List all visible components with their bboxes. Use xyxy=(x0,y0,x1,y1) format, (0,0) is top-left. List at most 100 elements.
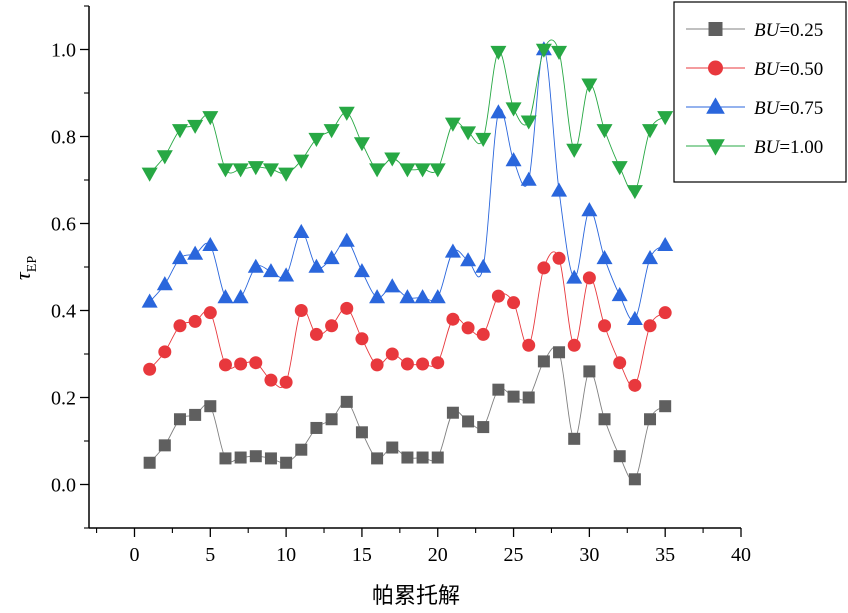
series-2-point xyxy=(309,327,323,341)
series-1-point xyxy=(158,439,171,452)
series-4-point xyxy=(323,124,340,139)
series-3-point xyxy=(232,289,249,304)
x-tick-label: 40 xyxy=(731,544,751,566)
series-4-point xyxy=(262,163,279,178)
series-1-point xyxy=(613,450,626,463)
series-3-point xyxy=(384,278,401,293)
series-3-point xyxy=(429,289,446,304)
series-2-point xyxy=(567,338,581,352)
series-4 xyxy=(141,39,674,200)
series-2-point xyxy=(431,356,445,370)
x-tick-label: 35 xyxy=(655,544,675,566)
series-4-point xyxy=(399,163,416,178)
series-4-point xyxy=(642,124,659,139)
series-4-point xyxy=(293,154,310,169)
series-3-point xyxy=(217,289,234,304)
axes-layer: 0 5 10 15 20 25 30 35 40 0.0 0.2 0.4 0.6 0.8 1.0 xyxy=(51,5,751,566)
legend-label: BU=0.50 xyxy=(754,59,823,80)
legend-marker xyxy=(708,22,723,36)
series-1-point xyxy=(264,452,277,465)
series-4-point xyxy=(141,167,158,182)
series-4-point xyxy=(308,132,325,147)
series-3-point xyxy=(353,263,370,278)
series-3-point xyxy=(187,245,204,260)
series-1-point xyxy=(492,383,505,396)
y-tick-label: 0.8 xyxy=(51,127,76,149)
series-3-point xyxy=(460,252,477,267)
series-1-point xyxy=(537,355,550,368)
series-2-point xyxy=(340,301,354,315)
series-3-point xyxy=(414,289,431,304)
series-1-point xyxy=(446,406,459,419)
series-2-point xyxy=(249,356,263,370)
series-3-point xyxy=(490,104,507,119)
legend-label-value: =0.25 xyxy=(779,20,823,41)
series-2-point xyxy=(491,289,505,303)
series-1-point xyxy=(553,346,566,359)
series-4-point xyxy=(217,163,234,178)
legend-label-name: BU xyxy=(754,20,781,41)
series-4-point xyxy=(187,119,204,134)
series-1-point xyxy=(325,413,338,426)
series-4-point xyxy=(505,102,522,117)
series-2-point xyxy=(400,357,414,371)
series-4-point xyxy=(444,117,461,132)
legend-label-name: BU xyxy=(754,137,781,158)
series-1-point xyxy=(583,365,596,378)
series-2-point xyxy=(158,345,172,359)
series-1-point xyxy=(234,451,247,464)
x-tick-label: 25 xyxy=(504,544,524,566)
series-4-point xyxy=(171,124,188,139)
series-4-point xyxy=(353,137,370,152)
series-4-point xyxy=(566,143,583,158)
series-4-point xyxy=(657,111,674,126)
series-2-point xyxy=(355,332,369,346)
series-3-point xyxy=(171,250,188,265)
series-1-point xyxy=(568,432,581,445)
series-4-point xyxy=(520,115,537,130)
series-1-point xyxy=(431,451,444,464)
series-2-point xyxy=(522,338,536,352)
series-4-point xyxy=(429,163,446,178)
series-2-point xyxy=(446,312,460,326)
series-2-point xyxy=(234,357,248,371)
series-2-point xyxy=(416,357,430,371)
series-1-point xyxy=(477,421,490,434)
series-3-point xyxy=(566,269,583,284)
series-2-point xyxy=(552,251,566,265)
series-3-point xyxy=(642,250,659,265)
y-tick-label: 0.0 xyxy=(51,475,76,497)
series-3-point xyxy=(399,289,416,304)
series-1-point xyxy=(189,408,202,421)
series-2-point xyxy=(658,306,672,320)
series-2-point xyxy=(537,261,551,275)
legend-label-value: =0.75 xyxy=(779,98,823,119)
series-3 xyxy=(141,41,674,325)
x-tick-label: 30 xyxy=(579,544,599,566)
x-tick-label: 20 xyxy=(428,544,448,566)
series-1-point xyxy=(522,391,535,404)
series-2-point xyxy=(173,319,187,333)
series-1-point xyxy=(340,395,353,408)
series-2-point xyxy=(613,356,627,370)
series-4-point xyxy=(551,45,568,60)
series-1-point xyxy=(249,450,262,463)
series-1-point xyxy=(280,456,293,469)
series-1-point xyxy=(355,426,368,439)
series-2 xyxy=(143,251,672,392)
series-4-point xyxy=(611,161,628,176)
series-3-point xyxy=(444,243,461,258)
series-3-point xyxy=(278,267,295,282)
series-4-point xyxy=(535,43,552,58)
series-3-point xyxy=(156,276,173,291)
x-tick-label: 15 xyxy=(352,544,372,566)
series-4-point xyxy=(247,161,264,176)
series-2-point xyxy=(325,319,339,333)
series-1-point xyxy=(416,451,429,464)
series-1-point xyxy=(371,452,384,465)
series-4-point xyxy=(156,150,173,165)
series-1-point xyxy=(173,413,186,426)
series-4-point xyxy=(490,45,507,60)
x-tick-label: 0 xyxy=(129,544,139,566)
